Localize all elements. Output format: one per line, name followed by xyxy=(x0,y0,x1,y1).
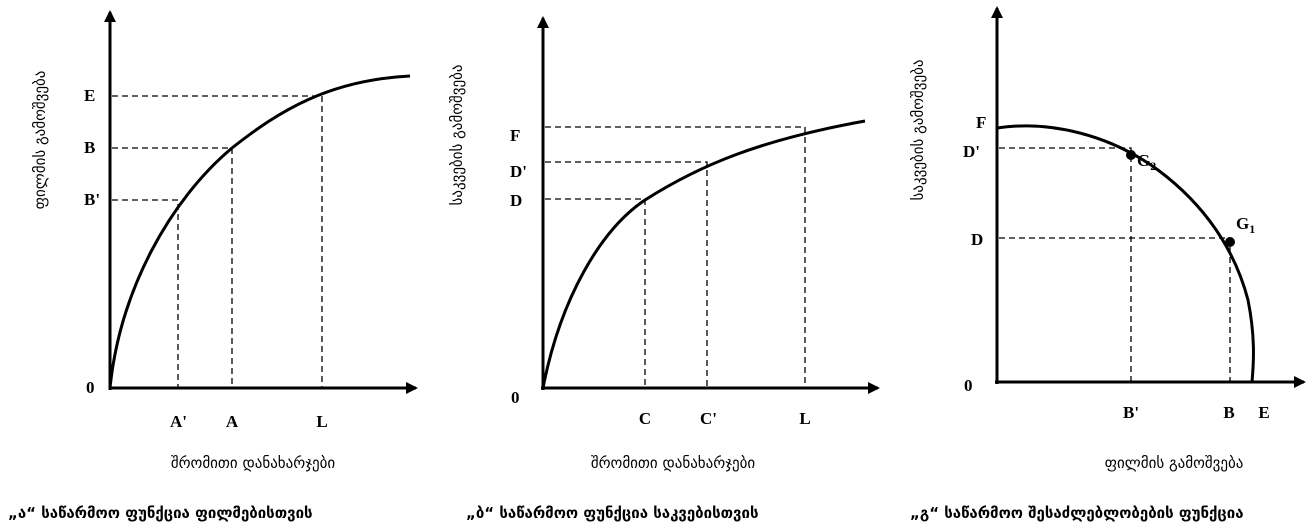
panel-a-y-tick-b: B xyxy=(84,138,95,157)
panel-c-origin: 0 xyxy=(964,376,973,395)
panel-c-guides xyxy=(999,147,1231,382)
panel-b-x-tick-l: L xyxy=(799,409,810,428)
panel-b-guides xyxy=(545,126,806,388)
panel-a-y-tick-e: E xyxy=(84,86,95,105)
panel-b-origin: 0 xyxy=(511,388,520,407)
panel-c-caption: „გ“ საწარმოო შესაძლებლობების ფუნქცია xyxy=(910,504,1244,522)
panel-a-x-tick-a-prime: A' xyxy=(170,412,187,431)
panel-b-y-tick-d: D xyxy=(510,191,522,210)
panel-b-y-tick-d-prime: D' xyxy=(510,162,527,181)
panel-c-x-axis-label: ფილმის გამოშვება xyxy=(1105,454,1244,472)
panel-c-point-g1-label: G1 xyxy=(1236,214,1255,236)
panel-c-ppf-curve xyxy=(996,124,1255,383)
panel-b-caption: „ბ“ საწარმოო ფუნქცია საკვებისთვის xyxy=(466,504,758,522)
panel-b-production-curve xyxy=(541,119,866,389)
panel-a-guides xyxy=(112,95,323,388)
panel-a-y-axis-label: ფილმის გამოშვება xyxy=(31,71,49,210)
panel-c-point-g2 xyxy=(1126,150,1136,160)
panel-c-point-g2-label: G2 xyxy=(1137,151,1156,173)
panel-b-x-axis-label: შრომითი დანახარჯები xyxy=(591,454,756,472)
panel-a-x-tick-a: A xyxy=(226,412,239,431)
panel-c-x-tick-b: B xyxy=(1223,403,1234,422)
panel-a-origin: 0 xyxy=(86,378,95,397)
panel-b-y-tick-f: F xyxy=(510,126,520,145)
panel-c-point-g1 xyxy=(1225,237,1235,247)
panel-a-production-curve xyxy=(108,74,411,389)
panel-b-y-axis-label: საკვების გამოშვება xyxy=(448,65,466,206)
panel-c: G2 G1 F D' D 0 B' B E საკვების გამოშვება… xyxy=(909,6,1306,522)
panel-a-x-tick-l: L xyxy=(316,412,327,431)
panel-b-x-tick-c-prime: C' xyxy=(700,409,717,428)
panel-b-x-tick-c: C xyxy=(639,409,651,428)
panel-c-x-tick-b-prime: B' xyxy=(1123,403,1139,422)
panel-a-x-axis-label: შრომითი დანახარჯები xyxy=(171,454,336,472)
panel-b: F D' D 0 C C' L საკვების გამოშვება შრომი… xyxy=(448,16,880,522)
panel-a-y-tick-b-prime: B' xyxy=(84,190,100,209)
panel-a: E B B' 0 A' A L ფილმის გამოშვება შრომითი… xyxy=(8,10,418,522)
panel-c-x-tick-e: E xyxy=(1258,403,1269,422)
panel-a-caption: „ა“ საწარმოო ფუნქცია ფილმებისთვის xyxy=(8,504,313,522)
panel-c-y-tick-d-prime: D' xyxy=(963,142,980,161)
panel-c-y-tick-f: F xyxy=(976,113,986,132)
panel-c-y-axis-label: საკვების გამოშვება xyxy=(909,60,927,201)
panel-c-y-tick-d: D xyxy=(971,230,983,249)
